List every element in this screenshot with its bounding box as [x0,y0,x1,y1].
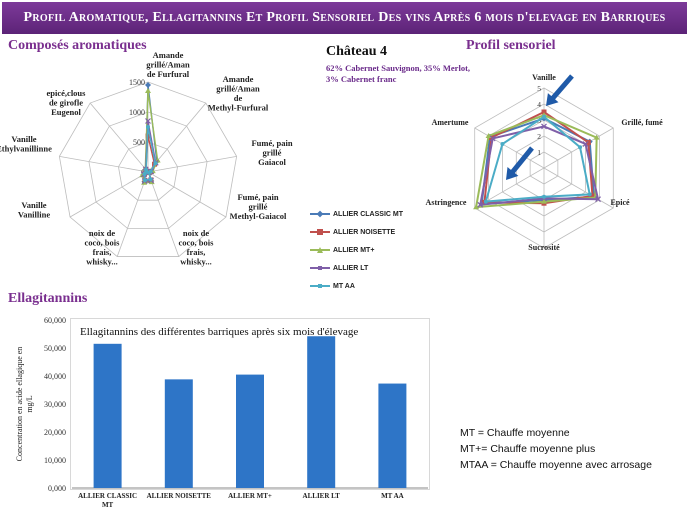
y-tick-label: 40,000 [44,372,66,381]
bar-chart-frame [70,318,430,490]
wine-name: Château 4 [326,44,388,59]
wine-info: Château 4 62% Cabernet Sauvignon, 35% Me… [326,44,476,85]
radar-gridline [88,111,208,229]
radar-axis-label: Sucrosité [528,243,560,252]
legend-item: ALLIER CLASSIC MT [310,205,420,223]
radar-axis-label: Astringence [426,198,467,207]
radar-series-mt-aa [142,125,158,183]
arrow-icon [546,74,574,106]
legend-item: MT AA [310,277,420,295]
radar-axis-label: Fumé, pain grillé Gaiacol [251,138,292,167]
wine-description: 62% Cabernet Sauvignon, 35% Merlot, 3% C… [326,63,471,85]
radar-tick-label: 500 [133,138,145,147]
legend-item: ALLIER MT+ [310,241,420,259]
sensory-section-title: Profil sensoriel [466,38,556,53]
page-title: Profil Aromatique, Ellagitannins Et Prof… [2,2,687,34]
radar-axis-label: Fumé, pain grillé Methyl-Gaiacol [230,192,287,221]
radar-spoke [59,155,149,173]
x-tick-label: ALLIER CLASSIC MT [78,492,137,509]
legend-swatch [310,266,330,270]
radar-spoke [89,102,149,173]
radar-spoke [543,167,614,209]
bar [236,374,264,488]
y-tick-label: 60,000 [44,316,66,325]
legend-label: ALLIER NOISETTE [333,228,396,236]
radar-spoke [69,171,149,218]
radar-axis-label: Grillé, fumé [621,118,663,127]
radar-tick-label: 5 [537,84,541,93]
radar-tick-label: 1 [537,148,541,157]
radar-spoke [474,127,545,169]
radar-gridline [118,141,178,201]
legend-label: MT AA [333,282,355,290]
ellagitannins-section-title: Ellagitannins [8,291,88,306]
x-tick-label: MT AA [381,492,404,500]
note-mt: MT = Chauffe moyenne [460,427,570,439]
radar-spoke [116,171,149,257]
legend-swatch [310,210,330,218]
radar-legend: ALLIER CLASSIC MT ALLIER NOISETTE ALLIER M… [310,205,420,295]
radar-axis-label: Vanille Ethylvanillinne [0,134,52,154]
radar-axis-label: Amertume [432,118,469,127]
radar-gridline [58,81,238,257]
x-tick-label: ALLIER MT+ [228,492,272,500]
radar-tick-label: 2 [537,132,541,141]
bar [378,383,407,488]
arrow-icon [506,146,534,180]
radar-axis-label: Vanille Vanilline [18,200,51,220]
ellagitannins-bar-chart: 0,000 10,000 20,000 30,000 40,000 50,000 60,00… [15,316,428,509]
y-tick-label: 20,000 [44,428,66,437]
legend-label: ALLIER LT [333,264,369,272]
radar-spoke [147,171,180,257]
radar-axis-label: Epicé [610,198,630,207]
radar-axis-label: Amande grillé/Aman de Methyl-Furfural [208,74,269,113]
note-mtaa: MTAA = Chauffe moyenne avec arrosage [460,459,652,471]
bar [307,336,336,488]
legend-label: ALLIER CLASSIC MT [333,210,403,218]
y-tick-label: 10,000 [44,456,66,465]
radar-series-mt-aa [483,114,592,204]
y-tick-label: 30,000 [44,400,66,409]
y-tick-label: 50,000 [44,344,66,353]
legend-swatch [310,284,330,288]
radar-axis-label: Vanille [532,73,556,82]
chart-title: Ellagitannins des différentes barriques … [80,326,358,338]
y-axis-label: Concentration en acide ellagique enmg/L [15,347,34,462]
x-tick-label: ALLIER NOISETTE [147,492,212,500]
legend-swatch [310,247,330,253]
radar-series-line [484,115,591,203]
bar [164,379,193,488]
radar-tick-label: 1500 [129,78,145,87]
legend-item: ALLIER NOISETTE [310,223,420,241]
radar-series-line [483,110,594,205]
y-tick-label: 0,000 [48,484,66,493]
radar-spoke [147,171,227,218]
aroma-radar-chart: 050010001500Amandegrillé/Amande Furfural… [0,50,293,267]
radar-spoke [147,155,237,173]
legend-label: ALLIER MT+ [333,246,375,254]
legend-item: ALLIER LT [310,259,420,277]
radar-tick-label: 4 [537,100,541,109]
radar-axis-label: noix de coco, bois frais, whisky... [85,228,121,267]
legend-swatch [310,229,330,235]
bar [93,343,122,488]
aroma-section-title: Composés aromatiques [8,38,147,53]
x-tick-label: ALLIER LT [303,492,341,500]
radar-axis-label: Amande grillé/Aman de Furfural [146,50,190,79]
note-mt-plus: MT+= Chauffe moyenne plus [460,443,596,455]
radar-axis-label: noix de coco, bois frais, whisky... [179,228,215,267]
heating-notes: MT = Chauffe moyenne MT+= Chauffe moyenn… [460,425,652,473]
radar-tick-label: 1000 [129,108,145,117]
radar-axis-label: epicé,clous de girofle Eugenol [47,88,87,117]
